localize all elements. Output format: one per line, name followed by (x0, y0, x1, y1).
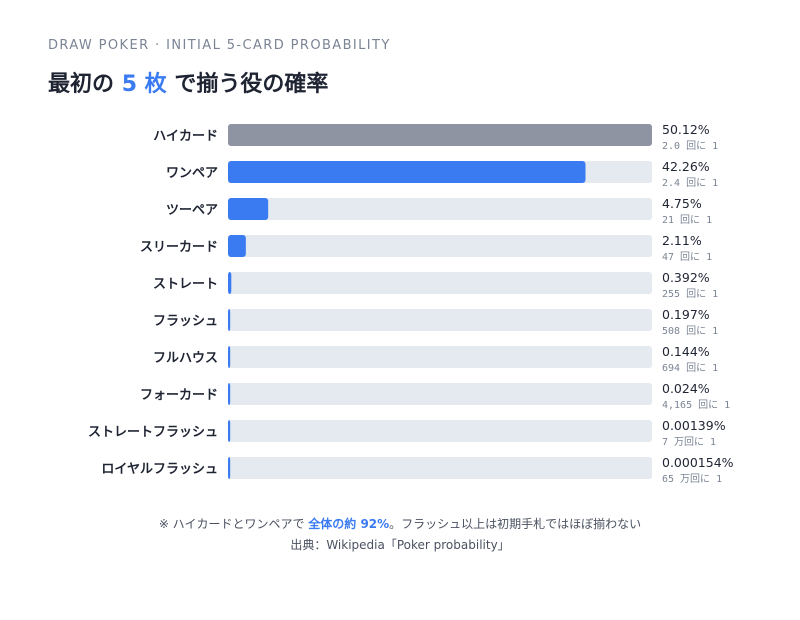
value-label: 42.26% (662, 159, 710, 174)
category-label: ワンペア (166, 166, 218, 181)
odds-label: 255 回に 1 (662, 288, 718, 300)
bar (228, 124, 652, 146)
bar (228, 235, 246, 257)
footnote-prefix: ※ ハイカードとワンペアで (158, 517, 309, 531)
odds-label: 4,165 回に 1 (662, 399, 730, 411)
bar (228, 383, 231, 405)
footnote-highlight: 全体の約 92% (308, 517, 390, 531)
bar (228, 198, 269, 220)
title-accent: 5 枚 (121, 72, 167, 97)
category-label: スリーカード (140, 240, 218, 255)
category-label: ハイカード (153, 129, 218, 144)
bar (228, 161, 586, 183)
bar (228, 346, 231, 368)
title-prefix: 最初の (48, 72, 115, 97)
category-label: フラッシュ (153, 314, 218, 329)
odds-label: 2.0 回に 1 (662, 140, 718, 152)
bar-track (228, 309, 652, 331)
value-label: 0.024% (662, 381, 710, 396)
value-label: 0.197% (662, 307, 710, 322)
bar (228, 420, 231, 442)
category-label: ロイヤルフラッシュ (101, 462, 218, 477)
odds-label: 65 万回に 1 (662, 473, 722, 485)
value-label: 50.12% (662, 122, 710, 137)
odds-label: 21 回に 1 (662, 214, 712, 226)
bar-track (228, 383, 652, 405)
chart-title: 最初の 5 枚 で揃う役の確率 (48, 66, 328, 98)
footnote-suffix: 。フラッシュ以上は初期手札ではほぼ揃わない (389, 517, 642, 531)
category-label: ストレート (153, 277, 218, 292)
source-note: 出典：Wikipedia「Poker probability」 (290, 538, 510, 552)
bar-track (228, 198, 652, 220)
bar (228, 272, 232, 294)
value-label: 0.000154% (662, 455, 734, 470)
odds-label: 2.4 回に 1 (662, 177, 718, 189)
bar-track (228, 420, 652, 442)
odds-label: 694 回に 1 (662, 362, 718, 374)
bar-track (228, 272, 652, 294)
title-suffix: で揃う役の確率 (174, 72, 329, 97)
bar-track (228, 235, 652, 257)
category-label: フォーカード (140, 388, 218, 403)
value-label: 0.392% (662, 270, 710, 285)
value-label: 0.00139% (662, 418, 726, 433)
odds-label: 7 万回に 1 (662, 436, 716, 448)
value-label: 4.75% (662, 196, 702, 211)
odds-label: 508 回に 1 (662, 325, 718, 337)
value-label: 2.11% (662, 233, 702, 248)
bar (228, 457, 231, 479)
category-label: フルハウス (153, 351, 218, 366)
odds-label: 47 回に 1 (662, 251, 712, 263)
bar-chart: ハイカード 50.12% 2.0 回に 1 ワンペア 42.26% 2.4 回に 1 ツーペ… (88, 122, 734, 485)
footnote: ※ ハイカードとワンペアで 全体の約 92%。フラッシュ以上は初期手札ではほぼ揃… (0, 515, 800, 532)
category-label: ストレートフラッシュ (88, 425, 218, 440)
bar (228, 309, 231, 331)
value-label: 0.144% (662, 344, 710, 359)
bar-track (228, 346, 652, 368)
category-label: ツーペア (166, 203, 218, 218)
chart-kicker: DRAW POKER · INITIAL 5-CARD PROBABILITY (48, 38, 391, 53)
bar-track (228, 457, 652, 479)
